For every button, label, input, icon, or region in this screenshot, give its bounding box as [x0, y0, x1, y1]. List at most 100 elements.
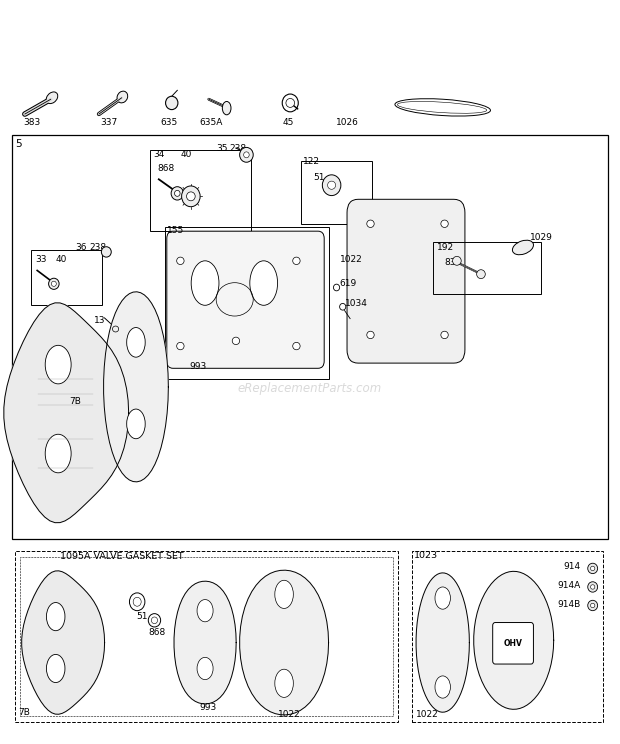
Text: 1022: 1022 [416, 710, 439, 719]
Text: 914B: 914B [557, 600, 580, 609]
Text: 238: 238 [230, 144, 247, 153]
Ellipse shape [590, 566, 595, 571]
Ellipse shape [588, 600, 598, 611]
Text: 914: 914 [563, 562, 580, 571]
Ellipse shape [126, 409, 145, 439]
Text: 36: 36 [76, 243, 87, 252]
Text: 1034: 1034 [345, 298, 368, 307]
Text: 383: 383 [24, 118, 41, 127]
Ellipse shape [102, 247, 111, 257]
Ellipse shape [588, 582, 598, 592]
Text: 619: 619 [340, 278, 357, 287]
Text: 1023: 1023 [414, 551, 438, 560]
Ellipse shape [177, 257, 184, 265]
Text: 40: 40 [56, 255, 67, 264]
Ellipse shape [46, 92, 58, 103]
Text: 34: 34 [153, 150, 164, 158]
Ellipse shape [166, 96, 178, 109]
Ellipse shape [117, 92, 128, 103]
Polygon shape [416, 573, 469, 712]
Ellipse shape [477, 270, 485, 278]
Ellipse shape [367, 331, 374, 339]
Ellipse shape [435, 676, 450, 698]
Bar [301, 161, 372, 224]
Text: 993: 993 [199, 702, 216, 711]
Text: 35: 35 [216, 144, 228, 153]
Text: 40: 40 [180, 150, 192, 158]
Ellipse shape [590, 585, 595, 589]
Text: eReplacementParts.com: eReplacementParts.com [238, 382, 382, 395]
Ellipse shape [240, 147, 253, 162]
Ellipse shape [512, 240, 533, 254]
Text: 122: 122 [303, 157, 319, 166]
Polygon shape [174, 581, 236, 704]
Text: 1095A VALVE GASKET SET: 1095A VALVE GASKET SET [60, 552, 184, 561]
Text: 5: 5 [16, 139, 22, 150]
Ellipse shape [112, 326, 118, 332]
Text: 7B: 7B [69, 397, 81, 406]
Ellipse shape [223, 101, 231, 115]
Polygon shape [4, 303, 129, 523]
Polygon shape [240, 570, 329, 715]
Ellipse shape [191, 261, 219, 305]
Ellipse shape [590, 603, 595, 608]
Text: 868: 868 [157, 164, 174, 173]
Ellipse shape [51, 281, 56, 286]
Text: 1022: 1022 [278, 710, 301, 719]
Ellipse shape [182, 186, 200, 207]
Text: 914A: 914A [557, 581, 580, 590]
Bar [20, 557, 392, 716]
Bar [149, 150, 251, 231]
Text: 635: 635 [161, 118, 178, 127]
Ellipse shape [275, 670, 293, 697]
Ellipse shape [46, 655, 65, 682]
Ellipse shape [367, 220, 374, 228]
Ellipse shape [48, 278, 59, 289]
FancyBboxPatch shape [167, 231, 324, 368]
Bar [31, 250, 102, 305]
Text: 1029: 1029 [530, 233, 553, 242]
Text: 7B: 7B [19, 708, 30, 717]
Ellipse shape [327, 181, 335, 189]
Text: 830: 830 [444, 258, 461, 267]
Text: 238: 238 [90, 243, 107, 252]
Text: 45: 45 [282, 118, 294, 127]
Text: OHV: OHV [503, 639, 523, 648]
Ellipse shape [275, 580, 293, 609]
FancyBboxPatch shape [493, 623, 533, 664]
Ellipse shape [46, 603, 65, 631]
Ellipse shape [453, 257, 461, 266]
Polygon shape [474, 571, 554, 709]
Bar [433, 243, 541, 294]
Ellipse shape [197, 600, 213, 622]
Ellipse shape [244, 152, 249, 158]
Ellipse shape [322, 175, 341, 196]
Ellipse shape [177, 342, 184, 350]
Text: 868: 868 [148, 629, 166, 638]
Ellipse shape [441, 220, 448, 228]
Ellipse shape [286, 98, 294, 107]
Ellipse shape [45, 434, 71, 472]
Text: 993: 993 [190, 362, 207, 371]
Ellipse shape [293, 342, 300, 350]
FancyBboxPatch shape [347, 199, 465, 363]
Text: 13: 13 [94, 315, 105, 324]
Bar [412, 551, 603, 722]
Ellipse shape [197, 658, 213, 679]
Ellipse shape [174, 190, 180, 196]
Text: 51: 51 [136, 612, 148, 621]
Ellipse shape [45, 345, 71, 384]
Ellipse shape [133, 597, 141, 606]
Text: 51: 51 [314, 173, 326, 182]
Ellipse shape [441, 331, 448, 339]
Text: 1026: 1026 [336, 118, 359, 127]
Ellipse shape [126, 327, 145, 357]
Ellipse shape [187, 192, 195, 201]
Text: 33: 33 [35, 255, 47, 264]
Bar [165, 228, 329, 379]
Ellipse shape [588, 563, 598, 574]
Ellipse shape [293, 257, 300, 265]
Text: 155: 155 [167, 226, 184, 235]
Text: 635A: 635A [199, 118, 223, 127]
Polygon shape [104, 292, 169, 482]
